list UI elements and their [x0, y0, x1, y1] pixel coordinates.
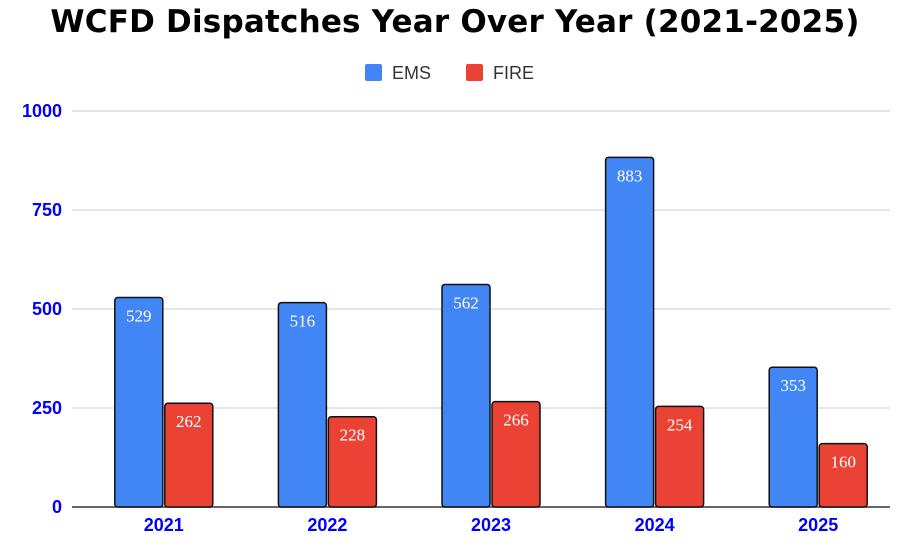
data-label: 266: [503, 411, 529, 430]
y-axis-ticks: 0 250 500 750 1000: [22, 101, 62, 517]
x-axis-ticks: 2021 2022 2023 2024 2025: [144, 515, 838, 535]
bar-fire-2025: [818, 442, 868, 508]
bar-fire-2024: [654, 405, 705, 508]
x-tick-label: 2025: [798, 515, 838, 535]
y-tick-label: 500: [32, 299, 62, 319]
data-label: 254: [667, 415, 693, 434]
legend-swatch-fire: [466, 64, 483, 81]
chart-title: WCFD Dispatches Year Over Year (2021-202…: [50, 4, 860, 40]
data-label: 353: [780, 376, 806, 395]
bar-fire-2022: [327, 415, 378, 508]
data-label: 516: [290, 312, 316, 331]
x-tick-label: 2022: [307, 515, 347, 535]
y-tick-label: 250: [32, 398, 62, 418]
legend-label-fire: FIRE: [493, 63, 534, 83]
bar-ems-2025: [768, 366, 818, 508]
legend-label-ems: EMS: [392, 63, 431, 83]
legend-swatch-ems: [365, 64, 382, 81]
y-tick-label: 1000: [22, 101, 62, 121]
data-label: 883: [617, 166, 643, 185]
bar-ems-2024: [604, 156, 655, 508]
bar-ems-2023: [441, 283, 491, 508]
data-label: 262: [176, 412, 202, 431]
bar-fire-2023: [491, 400, 541, 508]
data-label: 529: [126, 307, 152, 326]
bar-ems-2022: [277, 301, 328, 508]
data-label: 228: [340, 426, 366, 445]
data-label: 160: [830, 453, 856, 472]
x-tick-label: 2024: [635, 515, 675, 535]
y-tick-label: 750: [32, 200, 62, 220]
y-tick-label: 0: [52, 497, 62, 517]
data-label: 562: [453, 293, 479, 312]
x-tick-label: 2023: [471, 515, 511, 535]
x-tick-label: 2021: [144, 515, 184, 535]
bar-ems-2021: [114, 296, 164, 508]
bar-fire-2021: [164, 402, 214, 508]
legend: EMS FIRE: [365, 63, 534, 83]
bars: 529 262 516 228 562 266 883 254 353 160: [114, 156, 868, 508]
